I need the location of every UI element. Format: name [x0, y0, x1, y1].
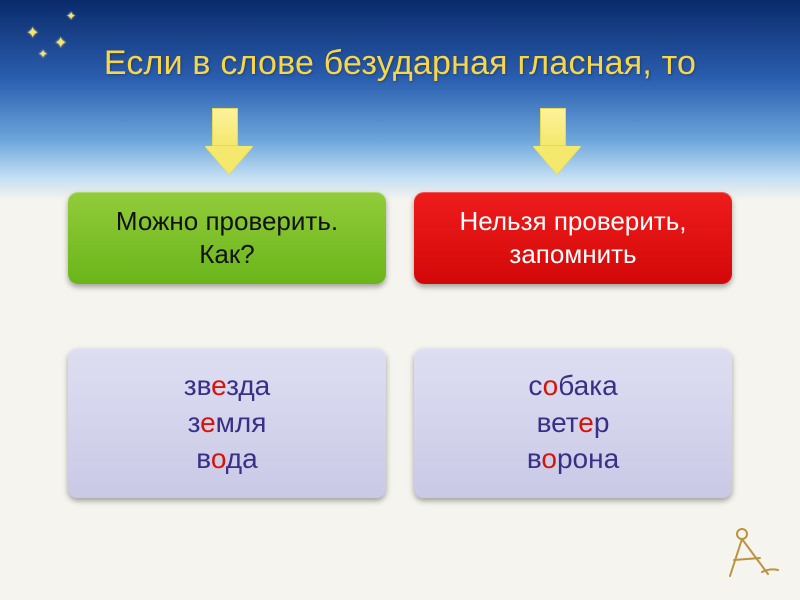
compass-icon — [722, 524, 786, 584]
card-examples-checkable: звезда земля вода — [68, 348, 386, 498]
card-line: Можно проверить. — [116, 205, 338, 238]
card-examples-memorize: собака ветер ворона — [414, 348, 732, 498]
arrow-down-icon — [533, 108, 573, 176]
star-icon: ✦ — [26, 26, 39, 42]
arrow-down-icon — [205, 108, 245, 176]
example-word: звезда — [184, 368, 271, 405]
example-word: ворона — [527, 441, 619, 478]
star-icon: ✦ — [66, 10, 76, 22]
card-cannot-check: Нельзя проверить, запомнить — [414, 192, 732, 284]
page-title: Если в слове безударная гласная, то — [0, 44, 800, 83]
card-can-check: Можно проверить. Как? — [68, 192, 386, 284]
example-word: собака — [528, 368, 617, 405]
example-word: вода — [196, 441, 257, 478]
example-word: ветер — [537, 405, 610, 442]
example-word: земля — [188, 405, 267, 442]
card-line: запомнить — [509, 238, 636, 271]
card-line: Нельзя проверить, — [460, 205, 687, 238]
card-line: Как? — [199, 238, 254, 271]
